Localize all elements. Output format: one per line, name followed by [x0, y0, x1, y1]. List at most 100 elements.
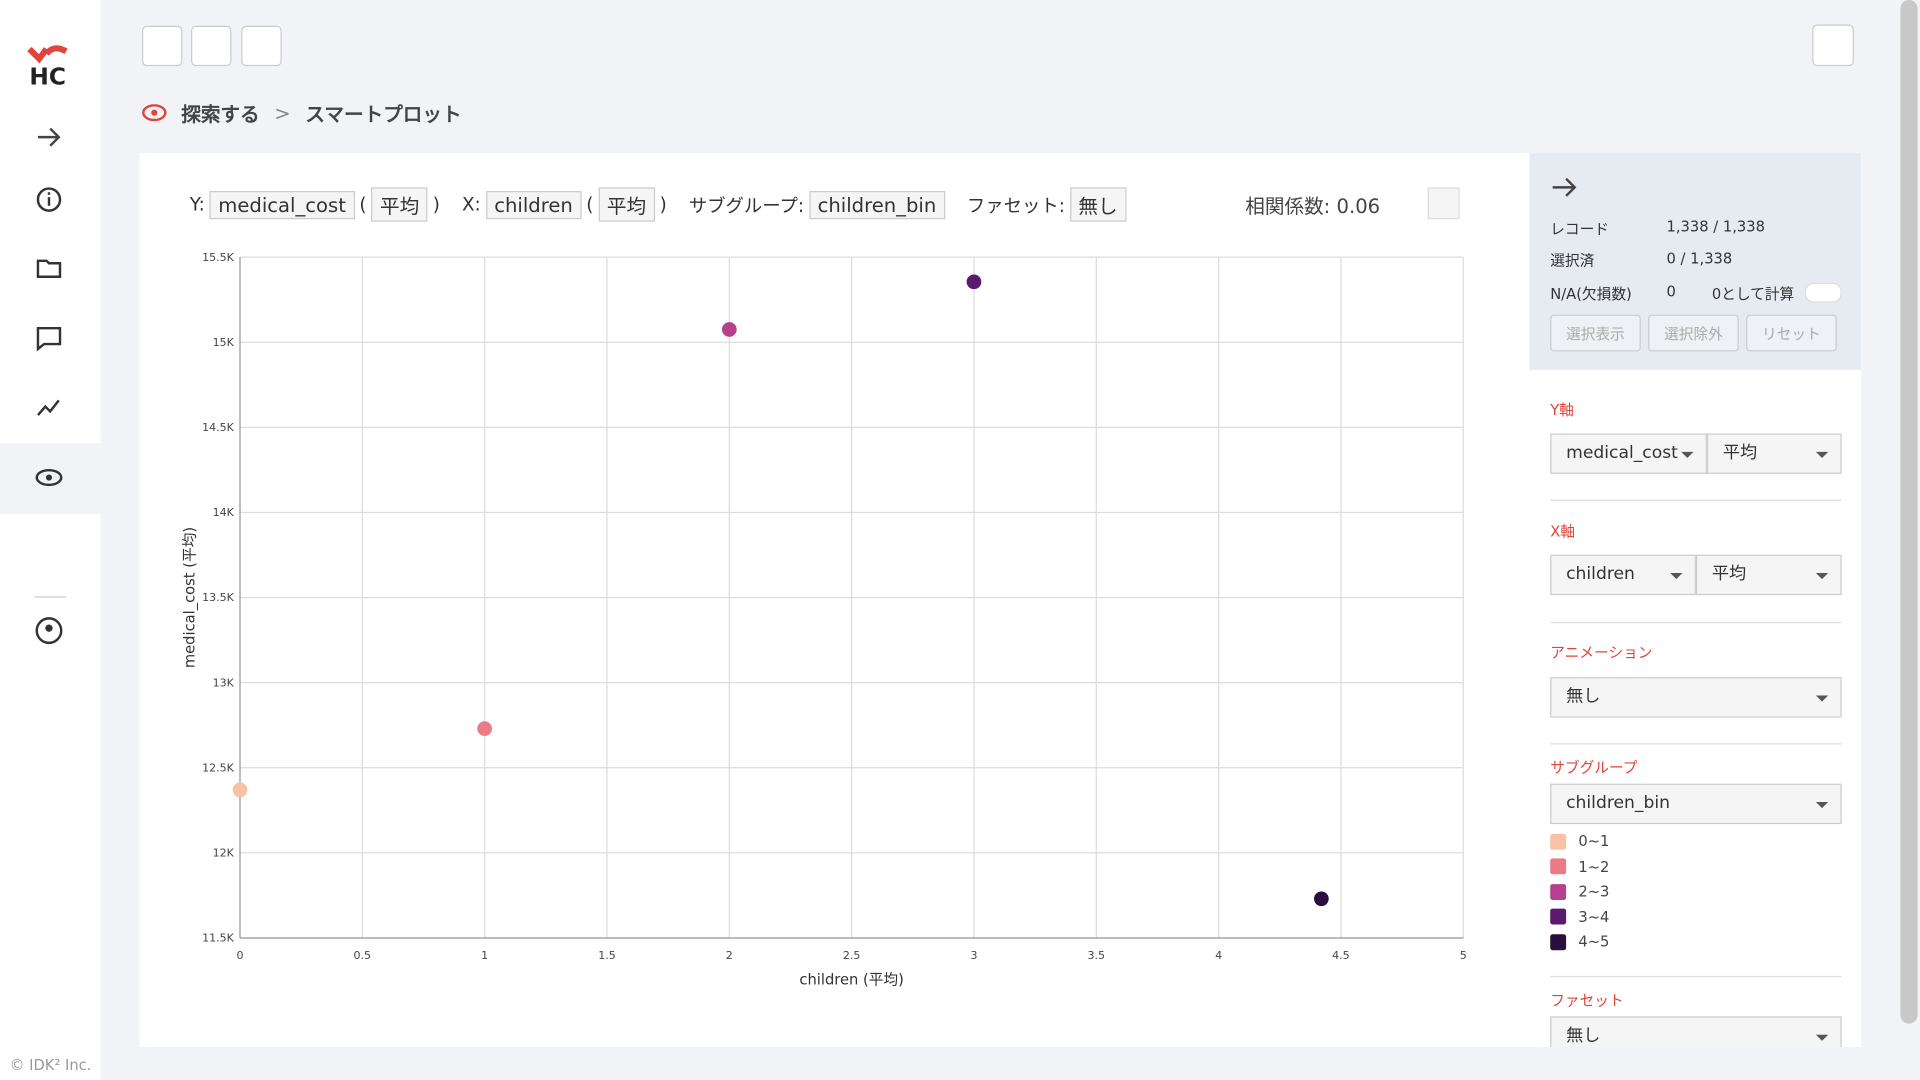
y-tick-label: 15K: [213, 336, 235, 349]
legend-swatch: [1550, 833, 1567, 850]
subgroup-title: サブグループ: [1550, 759, 1638, 777]
na-label: N/A(欠損数): [1550, 285, 1632, 303]
y-agg[interactable]: 平均: [371, 187, 428, 222]
correlation: 相関係数: 0.06: [1245, 194, 1381, 218]
paren: (: [359, 193, 367, 216]
y-label: Y:: [189, 193, 205, 216]
filter-button[interactable]: [241, 25, 282, 67]
paren: ): [432, 193, 440, 216]
chat-icon[interactable]: [34, 323, 63, 352]
legend-item[interactable]: 4~5: [1550, 929, 1609, 954]
legend-item[interactable]: 3~4: [1550, 904, 1609, 929]
na-toggle[interactable]: [1804, 282, 1842, 303]
legend-item[interactable]: 1~2: [1550, 854, 1609, 879]
point: [966, 274, 982, 290]
breadcrumb-current: スマートプロット: [305, 102, 462, 127]
selected: 0 / 1,338: [1666, 249, 1733, 267]
na: 0: [1666, 282, 1676, 301]
point: [232, 782, 248, 798]
x-tick-label: 1.5: [598, 949, 616, 962]
paren: (: [586, 193, 594, 216]
facet-title: ファセット: [1550, 991, 1624, 1009]
x-tick-label: 0.5: [354, 949, 372, 962]
user-icon[interactable]: [34, 616, 63, 645]
records-label: レコード: [1550, 220, 1609, 238]
collapse-icon[interactable]: [1550, 175, 1579, 199]
y-axis-label: medical_cost (平均): [182, 527, 199, 668]
subgroup-select[interactable]: children_bin: [1550, 783, 1842, 825]
y-field-select[interactable]: medical_cost: [1550, 433, 1707, 474]
x-field[interactable]: children: [485, 190, 582, 219]
point: [1314, 891, 1329, 907]
sidebar: HC © IDK² Inc.: [0, 0, 101, 1080]
na-toggle-label: 0として計算: [1711, 285, 1795, 303]
legend-item[interactable]: 2~3: [1550, 879, 1609, 904]
facet-field[interactable]: 無し: [1069, 187, 1127, 222]
x-field-select[interactable]: children: [1550, 554, 1696, 596]
subgroup-label: サブグループ:: [688, 194, 805, 217]
breadcrumb: 探索する > スマートプロット: [142, 98, 462, 127]
legend: 0~1 1~2 2~3 3~4 4~5: [1550, 829, 1609, 955]
x-tick-label: 2: [726, 949, 733, 962]
x-tick-label: 0: [236, 949, 243, 962]
legend-swatch: [1550, 933, 1567, 950]
bookmark-button[interactable]: [1812, 24, 1854, 67]
y-agg-select[interactable]: 平均: [1706, 433, 1842, 474]
y-axis-title: Y軸: [1550, 401, 1574, 419]
legend-label: 2~3: [1578, 883, 1610, 901]
divider: [1550, 975, 1842, 978]
animation-title: アニメーション: [1550, 644, 1653, 662]
divider: [1550, 622, 1842, 624]
x-tick-label: 5: [1460, 949, 1467, 962]
side-panel: レコード 1,338 / 1,338 選択済 0 / 1,338 N/A(欠損数…: [1529, 153, 1862, 1047]
legend-label: 0~1: [1578, 832, 1610, 851]
breadcrumb-sep: >: [274, 101, 291, 125]
reset-button[interactable]: リセット: [1746, 314, 1837, 352]
legend-swatch: [1550, 883, 1567, 900]
paint-button[interactable]: [191, 25, 232, 67]
point: [477, 721, 493, 736]
legend-item[interactable]: 0~1: [1550, 829, 1609, 854]
x-axis-label: children (平均): [799, 971, 903, 988]
paren: ): [659, 193, 667, 216]
point: [721, 322, 737, 337]
scrollbar[interactable]: [1900, 0, 1918, 1024]
x-agg[interactable]: 平均: [598, 187, 655, 222]
y-tick-label: 15.5K: [202, 251, 235, 264]
divider: [1550, 499, 1842, 501]
plot-toolbar: Y: medical_cost ( 平均 ) X: children ( 平均 …: [189, 187, 1127, 222]
logo-mark: [27, 45, 68, 64]
legend-swatch: [1550, 908, 1567, 925]
folder-icon[interactable]: [34, 253, 63, 282]
breadcrumb-root[interactable]: 探索する: [181, 102, 260, 127]
facet-select[interactable]: 無し: [1550, 1016, 1842, 1047]
scatter-toggle[interactable]: [1427, 187, 1460, 220]
search-button[interactable]: [142, 25, 183, 67]
y-field[interactable]: medical_cost: [209, 190, 355, 219]
legend-swatch: [1550, 858, 1567, 875]
analysis-icon[interactable]: [34, 393, 63, 422]
y-tick-label: 12K: [213, 847, 235, 860]
legend-label: 3~4: [1578, 908, 1610, 926]
y-tick-label: 14K: [213, 506, 235, 519]
info-icon[interactable]: [34, 185, 63, 214]
y-tick-label: 13.5K: [202, 591, 235, 604]
animation-select[interactable]: 無し: [1550, 677, 1842, 718]
x-tick-label: 3: [970, 949, 977, 962]
subgroup-field[interactable]: children_bin: [809, 190, 945, 219]
eye-icon: [142, 104, 167, 122]
x-tick-label: 3.5: [1088, 949, 1106, 962]
show-selected-button[interactable]: 選択表示: [1550, 314, 1641, 352]
explore-icon[interactable]: [34, 463, 63, 492]
expand-icon[interactable]: [34, 122, 63, 151]
legend-label: 1~2: [1578, 858, 1610, 876]
x-tick-label: 4: [1215, 949, 1222, 962]
x-tick-label: 2.5: [843, 949, 861, 962]
x-label: X:: [461, 193, 481, 216]
y-tick-label: 13K: [213, 676, 235, 689]
divider: [1550, 743, 1842, 745]
x-agg-select[interactable]: 平均: [1695, 554, 1842, 596]
footer: © IDK² Inc.: [9, 1056, 92, 1074]
exclude-selected-button[interactable]: 選択除外: [1648, 314, 1739, 352]
